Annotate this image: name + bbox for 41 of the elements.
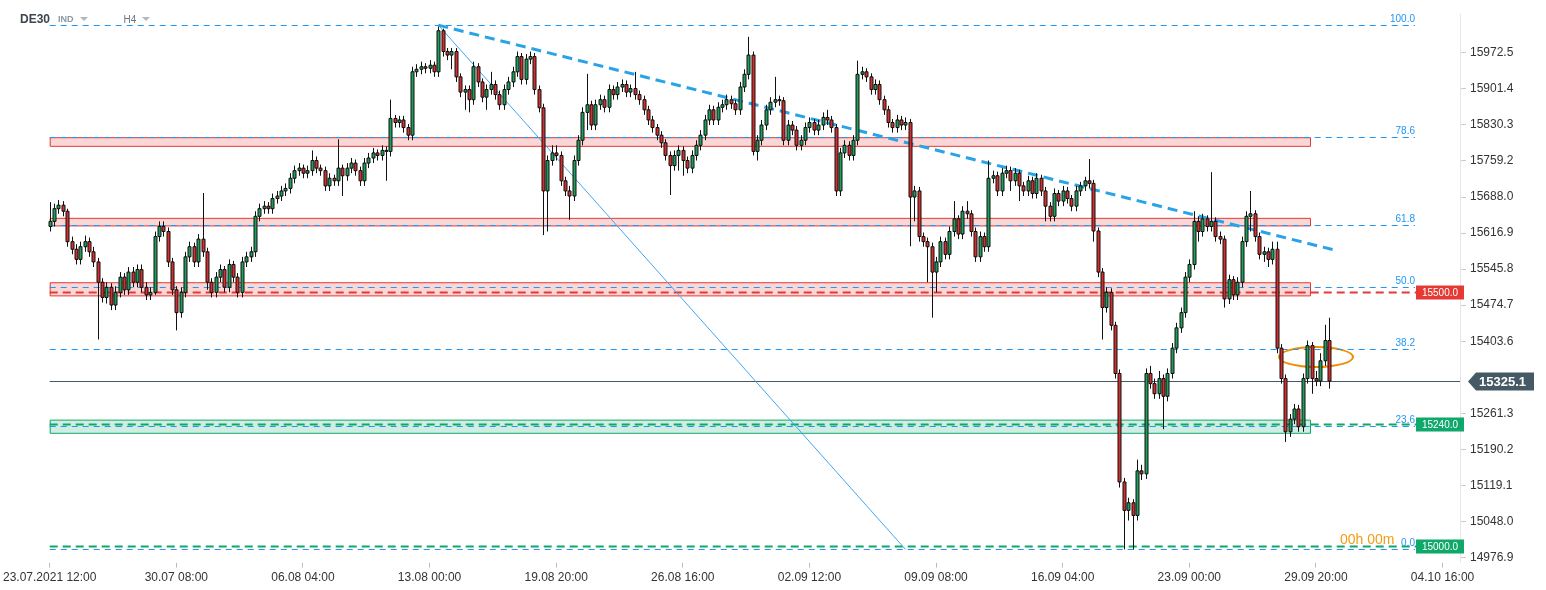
- annotation: 78.6: [1395, 124, 1416, 136]
- annotation: 100.0: [1389, 12, 1416, 24]
- ref-line-label: 15000.0: [1421, 541, 1459, 553]
- annotation: 0.0: [1401, 536, 1416, 548]
- y-tick-label: 15901.4: [1470, 81, 1514, 96]
- y-tick-label: 15688.0: [1470, 189, 1514, 204]
- x-tick-label: 30.07 08:00: [144, 570, 209, 585]
- x-tick-label: 13.08 00:00: [397, 570, 462, 585]
- x-tick-label: 23.09 00:00: [1157, 570, 1222, 585]
- annotation: 00h 00m: [1340, 530, 1395, 547]
- y-tick-label: 15048.0: [1470, 513, 1514, 528]
- y-tick-label: 15545.8: [1470, 261, 1514, 276]
- annotation: 38.2: [1395, 336, 1416, 348]
- x-tick-label: 16.09 04:00: [1030, 570, 1095, 585]
- ref-line-label: 15325.1: [1479, 374, 1526, 390]
- chart-title: DE30: [20, 12, 51, 26]
- y-tick-label: 14976.9: [1470, 549, 1514, 564]
- x-tick-label: 04.10 16:00: [1410, 570, 1475, 585]
- y-tick-label: 15261.3: [1470, 405, 1514, 420]
- y-tick-label: 15474.7: [1470, 297, 1514, 312]
- y-tick-label: 15616.9: [1470, 225, 1514, 240]
- x-tick-label: 02.09 12:00: [777, 570, 842, 585]
- ref-line-label: 15240.0: [1421, 419, 1459, 431]
- x-tick-label: 06.08 04:00: [271, 570, 335, 585]
- y-tick-label: 15759.2: [1470, 153, 1514, 168]
- ref-line-label: 15500.0: [1421, 287, 1459, 299]
- annotation: 61.8: [1395, 212, 1416, 224]
- y-tick-label: 15972.5: [1470, 45, 1514, 60]
- y-tick-label: 15190.2: [1470, 441, 1514, 456]
- y-tick-label: 15403.6: [1470, 333, 1514, 348]
- annotation: IND: [58, 14, 74, 24]
- annotation: 23.6: [1395, 413, 1416, 425]
- annotation: H4: [123, 13, 137, 25]
- y-tick-label: 15830.3: [1470, 117, 1514, 132]
- x-tick-label: 23.07.2021 12:00: [3, 570, 97, 585]
- x-tick-label: 29.09 20:00: [1284, 570, 1348, 585]
- x-tick-label: 19.08 20:00: [524, 570, 589, 585]
- y-tick-label: 15119.1: [1470, 477, 1513, 492]
- x-tick-label: 09.09 08:00: [904, 570, 969, 585]
- annotation: 50.0: [1395, 274, 1416, 286]
- x-tick-label: 26.08 16:00: [651, 570, 715, 585]
